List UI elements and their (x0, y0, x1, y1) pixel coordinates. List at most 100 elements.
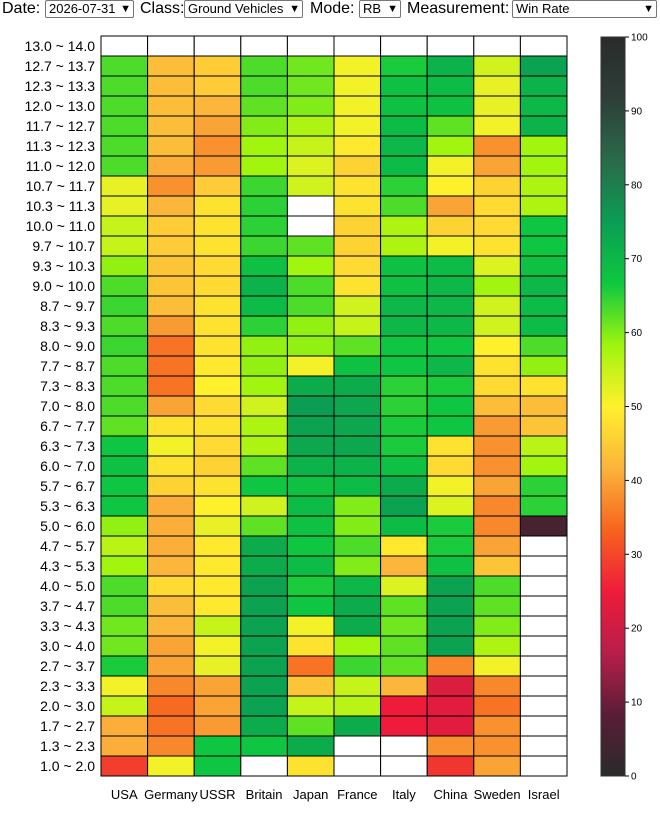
heatmap-cell (100, 595, 149, 617)
heatmap-cell (473, 475, 521, 497)
row-label: 3.3 ~ 4.3 (40, 618, 95, 634)
heatmap-cell (519, 415, 568, 437)
heatmap-cell (519, 75, 568, 97)
heatmap-cell (147, 175, 195, 197)
heatmap-cell (426, 135, 475, 157)
heatmap-cell (240, 35, 288, 57)
mode-select[interactable]: RB ▼ (359, 0, 401, 18)
heatmap-cell (380, 275, 428, 297)
heatmap-cell (147, 295, 195, 317)
heatmap-cell (240, 515, 288, 537)
heatmap-cell (519, 375, 568, 397)
heatmap-cell (286, 295, 335, 317)
heatmap-cell (519, 495, 568, 517)
heatmap-cell (240, 555, 288, 577)
heatmap-cell (240, 495, 288, 517)
heatmap-cell (380, 735, 428, 757)
heatmap-cell (193, 475, 242, 497)
heatmap-cell (380, 295, 428, 317)
heatmap-cell (519, 575, 568, 597)
heatmap-cell (100, 155, 149, 177)
heatmap-cell (286, 555, 335, 577)
heatmap-cell (193, 575, 242, 597)
heatmap-cell (473, 375, 521, 397)
heatmap-cell (473, 75, 521, 97)
heatmap-cell (286, 235, 335, 257)
heatmap-cell (426, 695, 475, 717)
legend-tick-label: 10 (631, 698, 643, 709)
heatmap-cell (380, 155, 428, 177)
heatmap-cell (333, 555, 382, 577)
heatmap-cell (380, 195, 428, 217)
heatmap-cell (333, 75, 382, 97)
heatmap-cell (286, 455, 335, 477)
row-label: 10.0 ~ 11.0 (26, 218, 96, 234)
heatmap-cell (333, 315, 382, 337)
heatmap-cell (286, 415, 335, 437)
heatmap-cell (473, 35, 521, 57)
heatmap-cell (193, 375, 242, 397)
heatmap-cell (380, 715, 428, 737)
heatmap-cell (333, 635, 382, 657)
heatmap-cell (193, 535, 242, 557)
heatmap-cell (240, 475, 288, 497)
heatmap-cell (473, 575, 521, 597)
row-label: 10.7 ~ 11.7 (26, 178, 96, 194)
row-labels: 13.0 ~ 14.0 12.7 ~ 13.7 12.3 ~ 13.3 12.0 ~ … (25, 38, 96, 774)
heatmap-cell (147, 215, 195, 237)
heatmap-cell (147, 575, 195, 597)
heatmap-cell (426, 375, 475, 397)
heatmap-cell (100, 215, 149, 237)
heatmap-cell (286, 695, 335, 717)
heatmap-cell (240, 615, 288, 637)
heatmap-cell (380, 455, 428, 477)
class-label: Class: (140, 0, 185, 17)
heatmap-cell (519, 515, 568, 537)
heatmap-cell (240, 295, 288, 317)
heatmap-cell (519, 215, 568, 237)
heatmap-cell (380, 95, 428, 117)
heatmap-cell (519, 95, 568, 117)
row-label: 11.0 ~ 12.0 (26, 158, 96, 174)
heatmap-cell (240, 55, 288, 77)
heatmap-cell (473, 275, 521, 297)
heatmap-cell (519, 175, 568, 197)
row-label: 2.7 ~ 3.7 (40, 658, 95, 674)
heatmap-cell (193, 355, 242, 377)
heatmap-cell (193, 615, 242, 637)
heatmap-cell (380, 435, 428, 457)
heatmap-cell (473, 715, 521, 737)
heatmap-cell (193, 635, 242, 657)
heatmap-cell (473, 695, 521, 717)
heatmap-cell (286, 255, 335, 277)
heatmap-cell (426, 395, 475, 417)
heatmap-cell (333, 755, 382, 777)
heatmap-cell (100, 55, 149, 77)
measurement-select[interactable]: Win Rate ▼ (512, 0, 657, 18)
row-label: 4.3 ~ 5.3 (40, 558, 95, 574)
heatmap-cell (519, 475, 568, 497)
row-label: 5.0 ~ 6.0 (40, 518, 95, 534)
heatmap-cell (100, 235, 149, 257)
heatmap-cell (147, 355, 195, 377)
heatmap-cell (426, 75, 475, 97)
legend-color-bar (600, 36, 626, 777)
heatmap-cell (519, 155, 568, 177)
heatmap-cell (193, 695, 242, 717)
heatmap-cell (193, 435, 242, 457)
class-select[interactable]: Ground Vehicles ▼ (184, 0, 303, 18)
heatmap-cell (147, 635, 195, 657)
heatmap-cell (100, 675, 149, 697)
heatmap-cell (286, 575, 335, 597)
heatmap-cell (147, 515, 195, 537)
heatmap-cell (519, 255, 568, 277)
heatmap-cell (333, 335, 382, 357)
date-select[interactable]: 2026-07-31 ▼ (45, 0, 134, 18)
heatmap-cell (100, 195, 149, 217)
heatmap-cell (240, 415, 288, 437)
heatmap-cell (473, 415, 521, 437)
heatmap-cell (193, 115, 242, 137)
heatmap-cell (426, 755, 475, 777)
heatmap-cell (380, 695, 428, 717)
